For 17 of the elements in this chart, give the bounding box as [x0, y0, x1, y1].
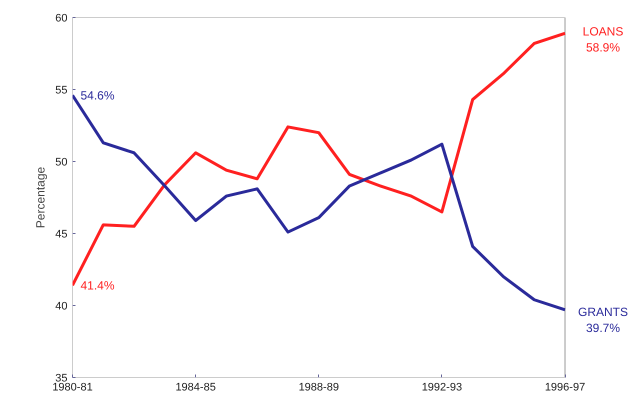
- x-tick-label: 1984-85: [175, 382, 216, 394]
- y-tick-label: 45: [55, 228, 68, 240]
- x-tick-label: 1980-81: [52, 382, 93, 394]
- data-label: 41.4%: [80, 278, 115, 292]
- x-tick-label: 1992-93: [422, 382, 462, 394]
- x-tick-label: 1996-97: [544, 382, 586, 394]
- series-label: LOANS: [582, 24, 624, 38]
- y-tick-label: 50: [55, 156, 68, 168]
- series-label: GRANTS: [578, 304, 628, 319]
- data-label: 54.6%: [80, 88, 115, 102]
- y-axis-title: Percentage: [33, 166, 48, 228]
- data-label: 58.9%: [586, 40, 620, 54]
- x-tick-label: 1988-89: [298, 382, 339, 394]
- data-label: 39.7%: [586, 320, 620, 335]
- y-tick-label: 60: [55, 12, 68, 24]
- y-tick-label: 40: [55, 300, 68, 312]
- y-tick-label: 55: [55, 84, 68, 96]
